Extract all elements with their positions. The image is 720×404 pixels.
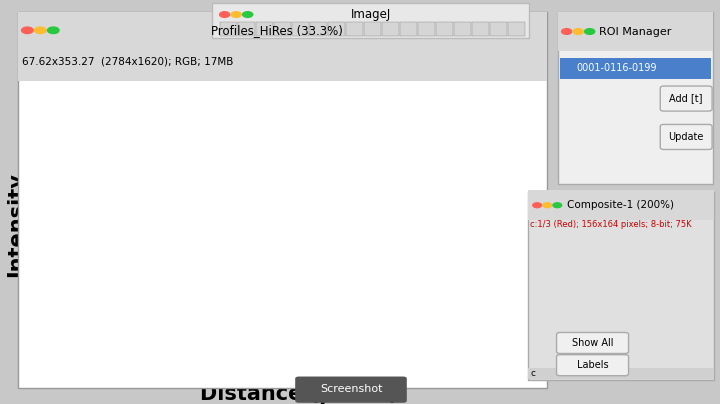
Text: c:1/3 (Red); 156x164 pixels; 8-bit; 75K: c:1/3 (Red); 156x164 pixels; 8-bit; 75K <box>530 220 691 229</box>
Text: ROI Manager: ROI Manager <box>599 27 671 36</box>
Text: Screenshot: Screenshot <box>320 385 382 394</box>
Text: c: c <box>531 369 536 378</box>
Text: Add [t]: Add [t] <box>670 94 703 103</box>
Text: 0001-0116-0199: 0001-0116-0199 <box>576 63 657 73</box>
Text: Labels: Labels <box>577 360 608 370</box>
Y-axis label: Intensity: Intensity <box>6 172 27 277</box>
Text: 67.62x353.27  (2784x1620); RGB; 17MB: 67.62x353.27 (2784x1620); RGB; 17MB <box>22 57 233 66</box>
Text: Profiles_HiRes (33.3%): Profiles_HiRes (33.3%) <box>211 24 343 37</box>
Text: Composite-1 (200%): Composite-1 (200%) <box>567 200 674 210</box>
Text: Show All: Show All <box>572 338 613 348</box>
Text: Update: Update <box>668 132 704 142</box>
X-axis label: Distance (pixels): Distance (pixels) <box>199 384 398 404</box>
Text: ...: ... <box>71 98 83 111</box>
Text: ImageJ: ImageJ <box>351 8 391 21</box>
